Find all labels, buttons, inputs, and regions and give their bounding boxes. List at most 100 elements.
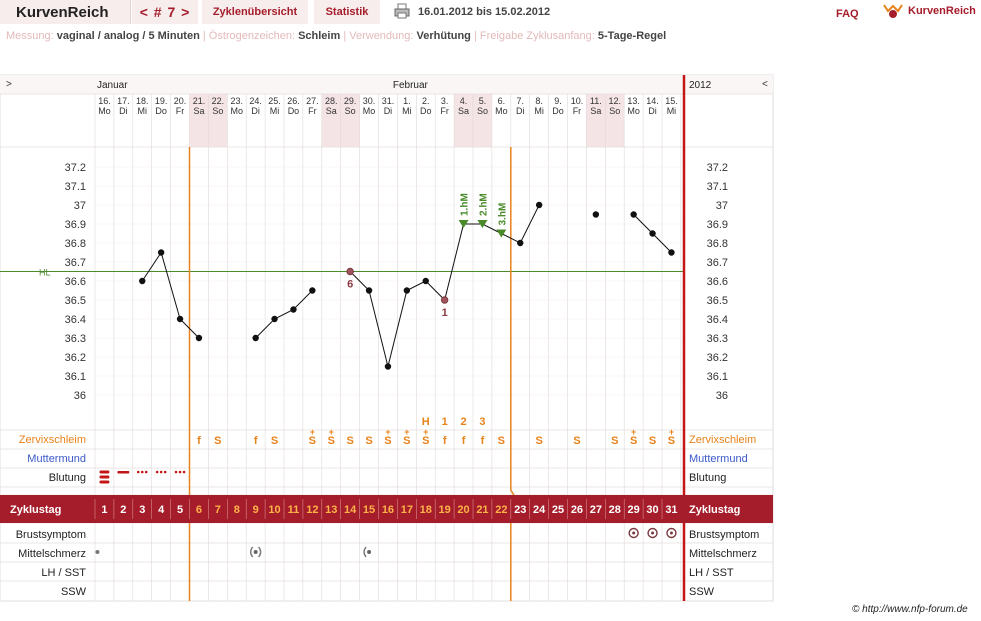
bleeding-light-mark [178,470,182,474]
top-bar: KurvenReich < # 7 > Zyklenübersicht Stat… [0,0,981,26]
y-tick-left: 36.8 [65,238,86,250]
day-weekday: Fr [573,106,582,116]
cycle-day-number: 27 [590,504,602,516]
day-date: 10. [571,96,584,106]
cycle-day-band [0,495,773,523]
estrogen-value: Schleim [298,30,341,42]
zervix-value: S [535,435,542,447]
cycle-day-number: 9 [253,504,259,516]
temperature-point [252,334,259,342]
zervix-value: S [668,435,675,447]
temperature-point [139,277,146,285]
breast-symptom-dot [632,531,636,535]
y-tick-right: 37 [716,200,728,212]
day-date: 26. [287,96,300,106]
y-tick-right: 36.2 [707,352,728,364]
zervix-value: S [328,435,335,447]
temperature-point [309,287,316,294]
breast-symptom-dot [651,531,655,535]
weekend-column [340,94,360,147]
cycle-nav[interactable]: < # 7 > [132,0,198,24]
cycle-day-number: 2 [120,504,126,516]
zervix-value: f [254,435,258,447]
tab-statistics[interactable]: Statistik [314,0,380,24]
cycle-day-number: 10 [268,504,280,516]
high-temp-marker [496,229,507,238]
cycle-day-number: 21 [476,504,488,516]
day-weekday: Sa [590,106,601,116]
weekend-column [208,94,228,147]
high-temp-label: 3.hM [497,203,508,226]
row-label-right-brust: Brustsymptom [689,529,759,541]
day-weekday: Mo [363,106,376,116]
cycle-day-number: 12 [306,504,318,516]
breast-symptom-icon [647,527,658,539]
brand-box[interactable]: KurvenReich [0,0,131,24]
day-date: 31. [382,96,395,106]
day-weekday: Di [251,106,260,116]
day-date: 18. [136,96,149,106]
day-date: 24. [249,96,262,106]
zervix-value: S [611,435,618,447]
day-date: 8. [535,96,543,106]
cycle-day-number: 16 [382,504,394,516]
temperature-point [290,306,297,313]
bleeding-heavy-mark [99,480,110,484]
row-label-blutung: Blutung [49,472,86,484]
cycle-day-number: 19 [439,504,451,516]
zervix-plus: + [385,427,390,437]
day-date: 22. [212,96,225,106]
zervix-plus: + [423,427,428,437]
row-label-right-zervix: Zervixschleim [689,434,756,446]
temperature-point [517,239,524,247]
day-weekday: Do [420,106,432,116]
y-tick-right: 36.6 [707,276,728,288]
zervix-value: S [346,435,353,447]
cycle-day-number: 1 [101,504,107,516]
weekend-column [605,94,625,147]
print-icon[interactable] [394,3,410,19]
logo-icon [883,4,903,18]
zervix-plus: + [404,427,409,437]
day-weekday: Mo [495,106,508,116]
day-weekday: So [345,106,356,116]
y-tick-right: 36.9 [707,219,728,231]
cycle-day-number: 11 [288,504,300,516]
breast-symptom-icon [666,527,677,539]
faq-link[interactable]: FAQ [836,8,859,20]
temperature-point [384,363,392,370]
month-label: Februar [393,80,429,91]
day-weekday: So [609,106,620,116]
logo[interactable]: KurvenReich [880,2,980,22]
temperature-point [668,249,675,256]
mittelschmerz-dot [95,550,100,554]
day-date: 13. [627,96,640,106]
tab-cycle-overview[interactable]: Zyklenübersicht [202,0,308,24]
y-tick-right: 36.3 [707,333,728,345]
row-label-right-mittelschmerz: Mittelschmerz [689,548,757,560]
low-temp-point [440,296,449,304]
zervix-value: S [365,435,372,447]
weekend-column [321,94,341,147]
day-date: 27. [306,96,319,106]
month-header-bg [0,75,773,94]
zervix-value: S [630,435,637,447]
row-label-brust: Brustsymptom [16,529,86,541]
temperature-point [157,249,165,256]
day-date: 14. [646,96,659,106]
breast-symptom-dot [669,531,673,535]
mittelschmerz-arc [258,546,262,558]
day-date: 16. [98,96,111,106]
y-tick-left: 36.7 [65,257,86,269]
temperature-point [592,211,600,218]
breast-symptom-icon [628,527,639,539]
day-date: 12. [608,96,621,106]
day-weekday: Fr [440,106,449,116]
day-weekday: Fr [308,106,317,116]
high-temp-label: 1.hM [460,193,471,216]
zervix-plus: + [631,427,636,437]
day-date: 2. [422,96,430,106]
settings-info-bar: Messung: vaginal / analog / 5 Minuten | … [6,30,666,44]
bleeding-light-mark [144,470,148,474]
row-label-muttermund: Muttermund [27,453,86,465]
